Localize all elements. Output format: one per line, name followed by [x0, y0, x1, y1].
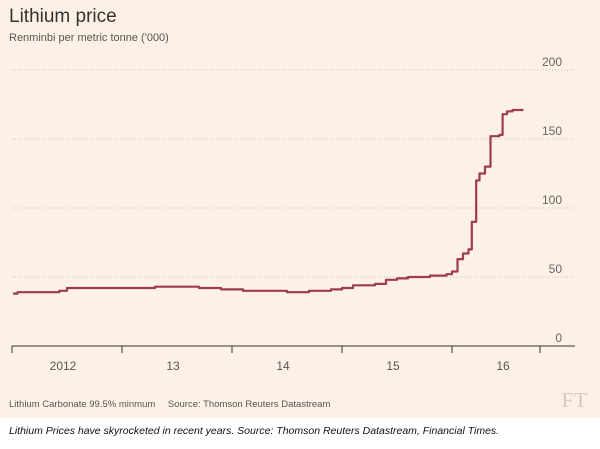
y-tick-label-200: 200 [542, 55, 562, 69]
y-tick-label-100: 100 [542, 193, 562, 207]
line-chart: 0 50 100 150 200 2012 13 14 15 16 [11, 55, 575, 373]
series-line-lithium [13, 108, 524, 295]
x-tick-label-15: 15 [386, 359, 400, 373]
figure-caption: Lithium Prices have skyrocketed in recen… [9, 425, 500, 437]
chart-subtitle: Renminbi per metric tonne ('000) [9, 32, 169, 44]
chart-footnote: Lithium Carbonate 99.5% minmum Source: T… [9, 399, 340, 410]
x-tick-label-14: 14 [276, 359, 290, 373]
x-tick-label-2012: 2012 [50, 359, 77, 373]
chart-title: Lithium price [9, 6, 117, 27]
y-tick-label-50: 50 [549, 262, 563, 276]
x-tick-label-13: 13 [166, 359, 180, 373]
x-tick-label-16: 16 [496, 359, 510, 373]
y-tick-label-0: 0 [555, 331, 562, 345]
footnote-note: Lithium Carbonate 99.5% minmum [9, 399, 156, 410]
footnote-source: Source: Thomson Reuters Datastream [167, 399, 331, 410]
y-tick-label-150: 150 [542, 124, 562, 138]
ft-logo: FT [561, 388, 588, 412]
